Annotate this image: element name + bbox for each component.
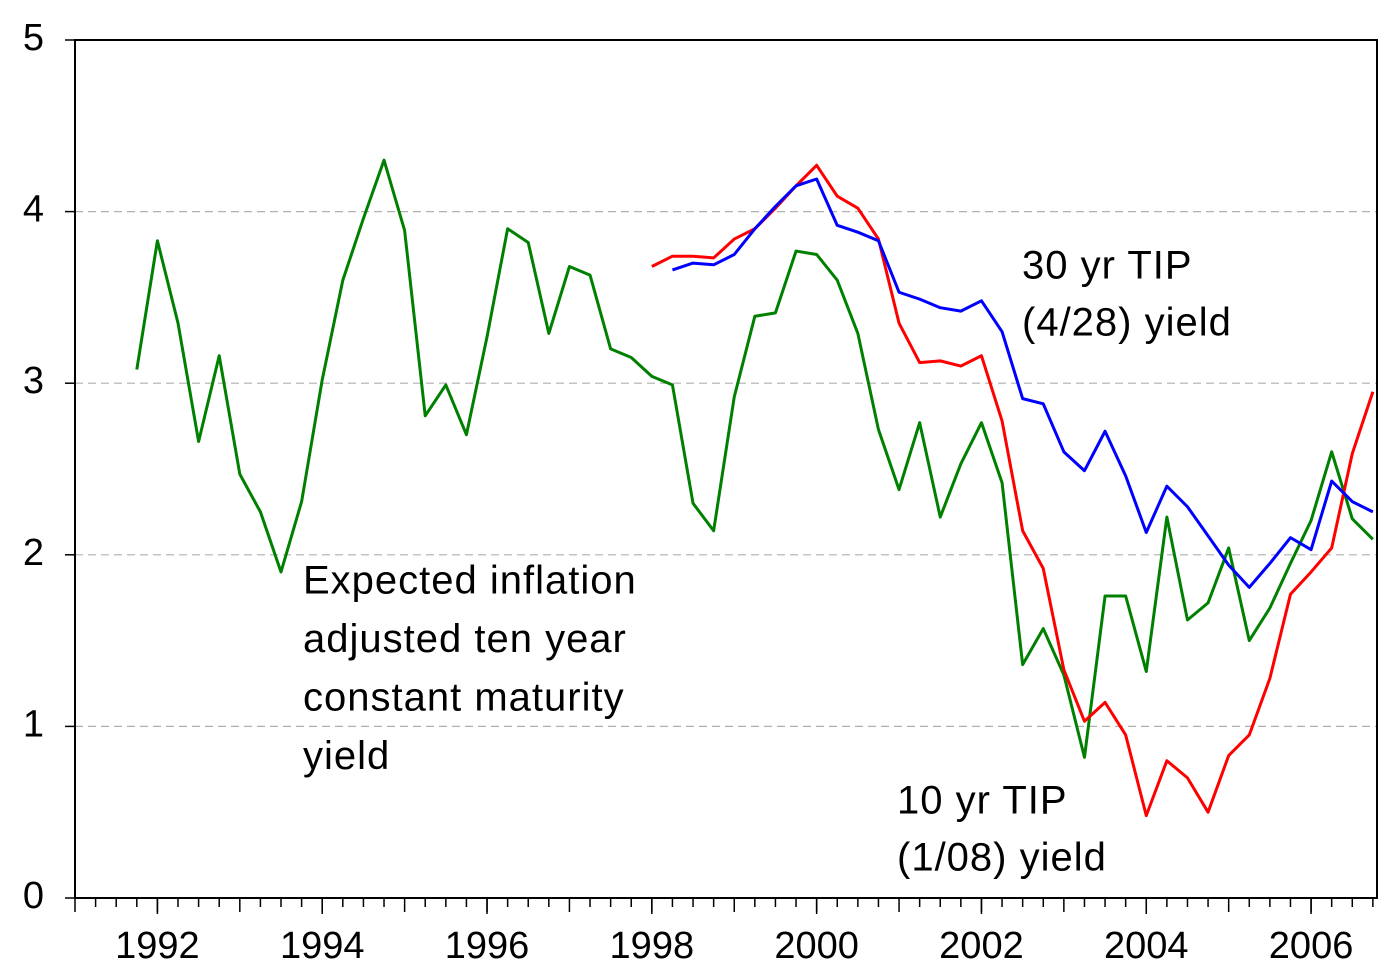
x-tick-label: 2006 — [1269, 925, 1354, 967]
x-tick-label: 2002 — [939, 925, 1024, 967]
x-tick-label: 2000 — [774, 925, 859, 967]
annotation: (4/28) yield — [1022, 301, 1232, 345]
y-tick-label: 3 — [23, 360, 44, 402]
y-tick-label: 5 — [23, 17, 44, 59]
x-tick-label: 1996 — [445, 925, 530, 967]
y-tick-label: 1 — [23, 703, 44, 745]
plot-frame — [74, 39, 1378, 899]
annotation: Expected inflation — [303, 559, 637, 603]
x-tick-label: 1992 — [115, 925, 200, 967]
annotation: adjusted ten year — [303, 617, 627, 661]
series-line — [135, 158, 1374, 759]
x-tick-label: 2004 — [1104, 925, 1189, 967]
x-tick-label: 1994 — [280, 925, 365, 967]
annotation: 30 yr TIP — [1022, 244, 1193, 288]
annotation: 10 yr TIP — [897, 779, 1068, 823]
annotation: constant maturity — [303, 676, 625, 720]
annotation: (1/08) yield — [897, 836, 1107, 880]
x-tick-label: 1998 — [610, 925, 695, 967]
y-tick-label: 0 — [23, 875, 44, 917]
series-line — [651, 163, 1375, 818]
y-tick-label: 4 — [23, 189, 44, 231]
series-line — [671, 177, 1374, 589]
annotation: yield — [303, 734, 390, 778]
y-tick-label: 2 — [23, 532, 44, 574]
